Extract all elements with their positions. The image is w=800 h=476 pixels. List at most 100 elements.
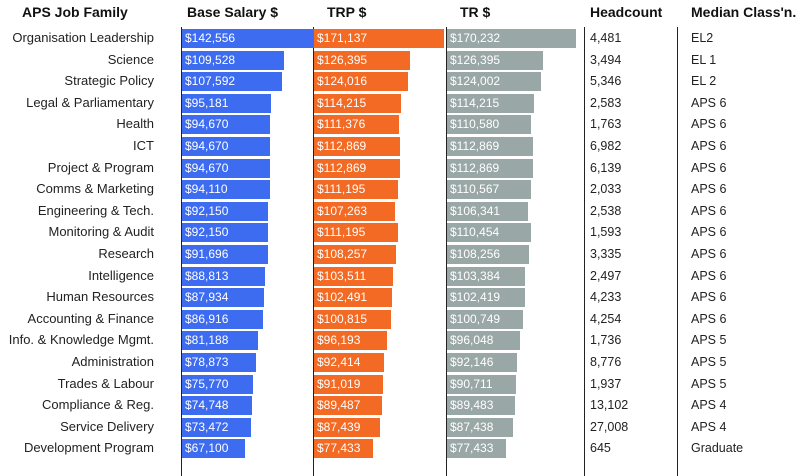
bar-base-salary: $92,150	[182, 201, 268, 221]
headcount-cell: 4,481	[590, 31, 622, 45]
bar-trp: $114,215	[314, 93, 401, 113]
bar-tr: $170,232	[447, 29, 576, 48]
header-median-classification: Median Class'n.	[691, 4, 797, 20]
median-classification-cell: APS 4	[691, 398, 727, 413]
median-classification-cell: APS 6	[691, 268, 727, 283]
row-label-job-family: Human Resources	[46, 289, 154, 305]
headcount-cell: 2,497	[590, 268, 622, 283]
bar-base-salary: $94,110	[182, 180, 270, 200]
bar-trp: $87,439	[314, 417, 380, 437]
row-label-job-family: Science	[107, 51, 154, 67]
bar-base-salary: $92,150	[182, 223, 268, 243]
bar-tr: $92,146	[447, 353, 517, 372]
median-classification-cell: APS 6	[691, 311, 727, 326]
bar-base-salary: $95,181	[182, 93, 271, 113]
bar-base-salary: $67,100	[182, 439, 245, 459]
bar-base-salary: $107,592	[182, 72, 282, 92]
bar-trp: $111,195	[314, 180, 398, 200]
headcount-cell: 6,982	[590, 139, 622, 153]
bar-tr: $103,384	[447, 266, 525, 286]
row-label-job-family: Service Delivery	[60, 418, 154, 434]
median-classification-cell: EL 1	[691, 52, 717, 67]
bar-tr: $90,711	[447, 374, 516, 394]
row-label-job-family: Compliance & Reg.	[42, 397, 154, 413]
bar-trp: $77,433	[314, 439, 373, 459]
row-label-job-family: Legal & Parliamentary	[26, 94, 154, 110]
median-classification-cell: APS 5	[691, 376, 727, 391]
bar-tr: $110,580	[447, 115, 531, 135]
column-divider	[181, 27, 182, 476]
bar-tr: $87,438	[447, 417, 513, 437]
bar-trp: $102,491	[314, 288, 392, 308]
row-label-job-family: Intelligence	[88, 267, 154, 283]
headcount-cell: 2,538	[590, 203, 622, 218]
header-job-family: APS Job Family	[22, 4, 128, 20]
headcount-cell: 1,763	[590, 117, 622, 132]
headcount-cell: 4,254	[590, 311, 622, 326]
bar-tr: $77,433	[447, 439, 506, 459]
headcount-cell: 2,583	[590, 95, 622, 110]
bar-trp: $112,869	[314, 137, 400, 156]
bar-tr: $124,002	[447, 72, 541, 92]
median-classification-cell: APS 6	[691, 203, 727, 218]
bar-base-salary: $73,472	[182, 417, 251, 437]
headcount-cell: 1,937	[590, 376, 622, 391]
bar-tr: $110,454	[447, 223, 531, 243]
row-label-job-family: Health	[116, 116, 154, 132]
bar-base-salary: $109,528	[182, 50, 284, 70]
bar-trp: $96,193	[314, 331, 387, 351]
bar-trp: $100,815	[314, 309, 391, 329]
header-tr: TR $	[460, 4, 491, 20]
median-classification-cell: APS 6	[691, 290, 727, 305]
headcount-cell: 645	[590, 441, 611, 456]
median-classification-cell: APS 6	[691, 247, 727, 261]
bar-trp: $171,137	[314, 29, 444, 48]
row-label-job-family: Info. & Knowledge Mgmt.	[8, 332, 154, 348]
bar-trp: $108,257	[314, 245, 396, 264]
bar-tr: $89,483	[447, 396, 515, 416]
bar-trp: $111,376	[314, 115, 399, 135]
bar-base-salary: $74,748	[182, 396, 252, 416]
row-label-job-family: Development Program	[23, 440, 154, 456]
bar-base-salary: $94,670	[182, 115, 270, 135]
row-label-job-family: Comms & Marketing	[36, 181, 154, 197]
bar-tr: $102,419	[447, 288, 525, 308]
median-classification-cell: EL 2	[691, 74, 717, 89]
headcount-cell: 1,593	[590, 225, 622, 240]
bar-tr: $96,048	[447, 331, 520, 351]
column-divider	[313, 27, 314, 476]
column-divider	[677, 27, 678, 476]
header-base-salary: Base Salary $	[187, 4, 279, 20]
row-label-job-family: Engineering & Tech.	[37, 202, 154, 218]
bar-tr: $110,567	[447, 180, 531, 200]
headcount-cell: 3,335	[590, 247, 622, 261]
median-classification-cell: Graduate	[691, 441, 744, 456]
bar-base-salary: $87,934	[182, 288, 264, 308]
bar-tr: $106,341	[447, 201, 528, 221]
row-label-job-family: Monitoring & Audit	[48, 224, 154, 240]
headcount-cell: 13,102	[590, 398, 629, 413]
bar-tr: $114,215	[447, 93, 534, 113]
row-label-job-family: Project & Program	[47, 159, 154, 175]
bar-base-salary: $91,696	[182, 245, 268, 264]
median-classification-cell: APS 6	[691, 160, 727, 175]
bar-trp: $126,395	[314, 50, 410, 70]
row-label-job-family: ICT	[133, 138, 154, 153]
bar-tr: $112,869	[447, 158, 533, 178]
headcount-cell: 2,033	[590, 182, 622, 197]
row-label-job-family: Research	[98, 246, 154, 261]
median-classification-cell: APS 5	[691, 355, 727, 369]
bar-trp: $91,019	[314, 374, 383, 394]
row-label-job-family: Organisation Leadership	[12, 30, 154, 45]
bar-trp: $112,869	[314, 158, 400, 178]
bar-base-salary: $94,670	[182, 137, 270, 156]
median-classification-cell: APS 6	[691, 139, 727, 153]
bar-tr: $126,395	[447, 50, 543, 70]
median-classification-cell: APS 6	[691, 95, 727, 110]
row-label-job-family: Accounting & Finance	[27, 310, 154, 326]
median-classification-cell: APS 5	[691, 333, 727, 348]
headcount-cell: 4,233	[590, 290, 622, 305]
headcount-cell: 3,494	[590, 52, 622, 67]
headcount-cell: 8,776	[590, 355, 622, 369]
